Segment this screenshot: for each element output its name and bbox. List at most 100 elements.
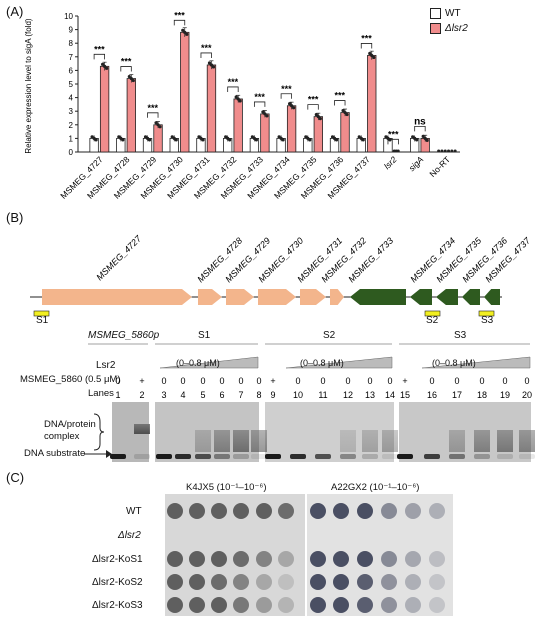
significance-label: *** [228,77,239,87]
significance-label: *** [148,103,159,113]
probe-label-s3: S3 [481,315,494,326]
complex-label-line2: complex [44,431,80,442]
lane-number: 7 [238,390,243,400]
complex-label-line1: DNA/protein [44,419,96,430]
gel-band [110,454,126,459]
data-point [368,51,372,56]
data-point [174,138,178,142]
data-point [370,53,374,58]
data-point [181,28,185,32]
data-point [121,138,125,142]
data-point [447,149,451,153]
data-point [281,138,285,142]
panel-c-label: (C) [6,470,25,485]
y-tick-label: 8 [69,39,74,48]
substrate-label: DNA substrate [24,448,86,459]
y-axis-label: Relative expression level to sigA (fold) [24,18,33,154]
gel-band [290,454,306,459]
y-tick-label: 10 [64,12,73,21]
lane-number: 11 [318,390,327,400]
significance-label: *** [335,91,346,101]
bar-dlsr2 [260,113,270,153]
gel-band [214,454,230,459]
lane-treatment: 0 [115,376,120,386]
gel-smear [519,430,535,452]
spot-row-label-dlsr2: Δlsr2 [118,530,141,541]
bar-dlsr2 [126,78,136,153]
spot-colony [256,503,272,519]
spot-colony [256,597,272,613]
gel-band [519,454,535,459]
gel-band [251,454,267,459]
gel-band [340,454,356,459]
data-point [101,62,105,66]
lane-number: 12 [343,390,353,400]
conc-label-s1: (0–0.8 μM) [176,358,220,368]
data-point [129,76,133,81]
lane-treatment: 0 [502,376,507,386]
lane-treatment: 0 [238,376,243,386]
significance-bracket [307,104,319,110]
gel-smear [233,430,249,452]
data-point [154,121,158,125]
significance-bracket [93,53,106,60]
gradient-triangle-s1 [159,356,259,369]
gel-band [424,454,440,459]
data-point [228,138,232,142]
spot-colony [167,574,183,590]
y-tick-label: 1 [69,134,74,143]
lane-treatment: 0 [367,376,372,386]
gel-band [134,454,150,459]
plate-a22gx2 [307,494,453,616]
significance-bracket [387,138,399,145]
data-point [314,113,318,117]
spot-colony [333,551,349,567]
y-tick-label: 5 [69,80,74,89]
probe-label-s2: S2 [426,315,439,326]
spot-colony [357,574,373,590]
significance-bracket [414,126,426,132]
data-point [290,104,294,108]
spot-colony [167,551,183,567]
gene-arrow [410,289,432,305]
panel-a-legend: WT Δlsr2 [430,8,468,34]
gel-band [362,454,378,459]
spot-colony [381,597,397,613]
data-point [185,32,189,36]
gradient-triangle-s3 [421,356,531,369]
gel-header-msmeg5860p: MSMEG_5860p [88,330,160,341]
y-tick-label: 9 [69,26,74,35]
spot-colony [233,597,249,613]
data-point [415,138,419,142]
gel-smear [340,430,356,452]
gel-band [156,454,172,459]
bar-dlsr2 [367,55,377,153]
spot-colony [405,503,421,519]
gene-map: MSMEG_4727 MSMEG_4728MSMEG_4729MSMEG_4730… [30,233,533,317]
significance-label: *** [308,95,319,105]
significance-label: ns [414,116,426,127]
spot-row-label-wt: WT [126,506,142,517]
significance-bracket [200,52,212,58]
lane-treatment: 0 [256,376,261,386]
bar-dlsr2 [340,112,350,153]
legend-swatch-wt [430,8,441,19]
spot-colony [310,503,326,519]
data-point [234,95,238,99]
x-tick-label: No-RT [427,154,452,179]
spot-colony [278,574,294,590]
x-tick-label: sigA [407,154,426,173]
spot-colony [429,503,445,519]
data-point [425,138,429,142]
lanes-row-label: Lanes [88,388,114,399]
conc-label-s2: (0–0.8 μM) [300,358,344,368]
spot-colony [233,503,249,519]
spot-colony [278,597,294,613]
lane-treatment: 0 [524,376,529,386]
spot-row-label-kos1: Δlsr2-KoS1 [92,554,143,565]
data-point [211,65,216,69]
spot-colony [381,551,397,567]
y-tick-label: 7 [69,53,74,62]
data-point [183,30,187,34]
spot-colony [333,574,349,590]
